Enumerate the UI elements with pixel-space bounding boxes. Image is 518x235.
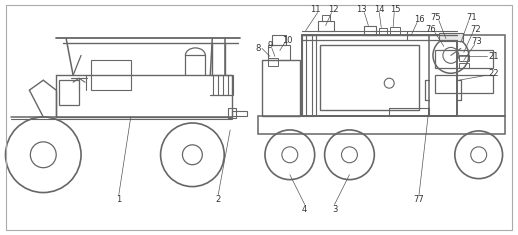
Text: 9: 9: [267, 41, 272, 50]
Bar: [390, 27, 400, 35]
Bar: [302, 35, 457, 116]
Bar: [262, 60, 300, 116]
Text: 13: 13: [356, 5, 367, 14]
Text: 10: 10: [283, 36, 293, 45]
Text: 72: 72: [470, 25, 481, 34]
Bar: [435, 50, 493, 68]
Bar: [435, 75, 493, 93]
Text: 16: 16: [414, 15, 424, 24]
Bar: [439, 34, 463, 41]
Text: 14: 14: [374, 5, 384, 14]
Text: 8: 8: [255, 44, 261, 53]
Bar: [429, 35, 505, 116]
Text: 71: 71: [466, 13, 477, 22]
Text: 77: 77: [414, 195, 424, 204]
Bar: [322, 15, 329, 21]
Text: 76: 76: [426, 25, 436, 34]
Bar: [59, 80, 79, 105]
Text: 21: 21: [488, 52, 499, 61]
Bar: [318, 21, 334, 31]
Text: 12: 12: [328, 5, 339, 14]
Bar: [258, 116, 505, 134]
Text: 73: 73: [471, 37, 482, 46]
Text: 15: 15: [390, 5, 400, 14]
Bar: [379, 27, 387, 35]
Text: 75: 75: [430, 13, 441, 22]
Bar: [302, 35, 315, 116]
Bar: [268, 45, 290, 60]
Bar: [232, 111, 247, 116]
Text: 11: 11: [310, 5, 321, 14]
Bar: [272, 35, 286, 45]
Text: 2: 2: [215, 195, 221, 204]
Bar: [91, 60, 131, 90]
Bar: [228, 108, 236, 118]
Bar: [302, 35, 457, 116]
Bar: [320, 45, 419, 110]
Bar: [459, 55, 469, 61]
Text: 4: 4: [302, 205, 307, 214]
Text: 3: 3: [332, 205, 337, 214]
Bar: [364, 26, 376, 35]
Text: 1: 1: [116, 195, 121, 204]
Bar: [268, 58, 278, 66]
Text: 22: 22: [488, 69, 499, 78]
Bar: [459, 63, 469, 68]
